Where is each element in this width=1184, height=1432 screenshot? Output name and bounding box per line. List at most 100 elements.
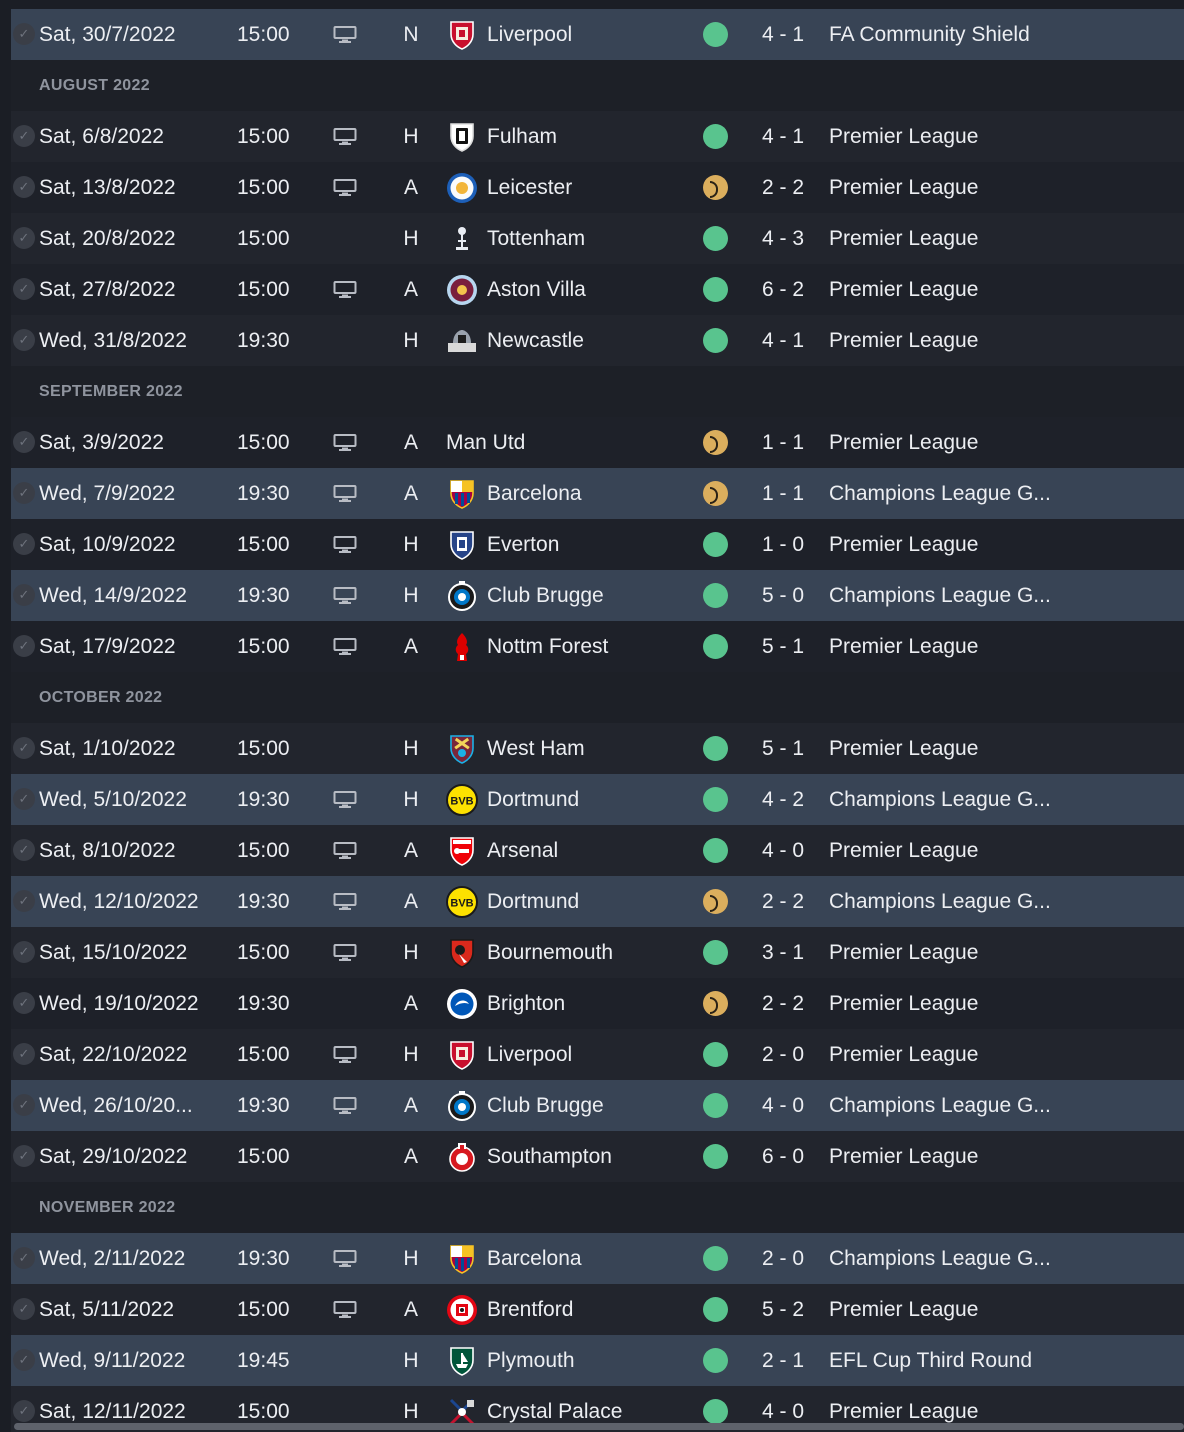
opponent-name[interactable]: Newcastle — [487, 329, 584, 352]
opponent-name[interactable]: Plymouth — [487, 1349, 575, 1372]
fixture-row[interactable]: ✓ Sat, 27/8/2022 15:00 A Aston Villa 6 - 2 Pre… — [11, 264, 1184, 315]
opponent-name[interactable]: Everton — [487, 533, 560, 556]
match-score[interactable]: 2 - 2 — [761, 992, 805, 1015]
competition-name[interactable]: Premier League — [829, 737, 979, 760]
opponent-name[interactable]: Club Brugge — [487, 584, 604, 607]
match-score[interactable]: 1 - 1 — [761, 482, 805, 505]
checkmark-icon: ✓ — [13, 1349, 35, 1371]
match-score[interactable]: 5 - 0 — [761, 584, 805, 607]
match-score[interactable]: 6 - 0 — [761, 1145, 805, 1168]
opponent-name[interactable]: Dortmund — [487, 788, 580, 811]
competition-name[interactable]: Premier League — [829, 1145, 979, 1168]
match-score[interactable]: 4 - 2 — [761, 788, 805, 811]
opponent-name[interactable]: Dortmund — [487, 890, 580, 913]
fixture-row[interactable]: ✓ Sat, 30/7/2022 15:00 N Liverpool 4 - 1 FA Co… — [11, 9, 1184, 60]
match-score[interactable]: 3 - 1 — [761, 941, 805, 964]
fixture-row[interactable]: ✓ Sat, 15/10/2022 15:00 H Bournemouth 3 - 1 Pr… — [11, 927, 1184, 978]
match-score[interactable]: 4 - 0 — [761, 839, 805, 862]
opponent-name[interactable]: Nottm Forest — [487, 635, 609, 658]
competition-name[interactable]: EFL Cup Third Round — [829, 1349, 1033, 1372]
fixture-row[interactable]: ✓ Sat, 5/11/2022 15:00 A Brentford 5 - 2 Premi… — [11, 1284, 1184, 1335]
match-score[interactable]: 1 - 1 — [761, 431, 805, 454]
competition-name[interactable]: Champions League G... — [829, 584, 1051, 607]
opponent-name[interactable]: Southampton — [487, 1145, 612, 1168]
fixture-row[interactable]: ✓ Sat, 6/8/2022 15:00 H Fulham 4 - 1 Premier L… — [11, 111, 1184, 162]
fixtures-list: ✓ Sat, 30/7/2022 15:00 N Liverpool 4 - 1 FA Co… — [11, 9, 1184, 1432]
match-score[interactable]: 1 - 0 — [761, 533, 805, 556]
fixture-row[interactable]: ✓ Sat, 29/10/2022 15:00 A Southampton 6 - 0 Pr… — [11, 1131, 1184, 1182]
opponent-name[interactable]: Brentford — [487, 1298, 574, 1321]
competition-name[interactable]: Premier League — [829, 329, 979, 352]
fixture-row[interactable]: ✓ Sat, 20/8/2022 15:00 H Tottenham 4 - 3 Premi… — [11, 213, 1184, 264]
fixture-row[interactable]: ✓ Sat, 13/8/2022 15:00 A Leicester 2 - 2 Premi… — [11, 162, 1184, 213]
nottmforest-crest-icon — [445, 630, 479, 664]
opponent-name[interactable]: Barcelona — [487, 1247, 582, 1270]
opponent-name[interactable]: Tottenham — [487, 227, 586, 250]
match-score[interactable]: 4 - 1 — [761, 23, 805, 46]
match-score[interactable]: 2 - 0 — [761, 1247, 805, 1270]
opponent-name[interactable]: West Ham — [487, 737, 585, 760]
fixture-row[interactable]: ✓ Wed, 31/8/2022 19:30 H Newcastle 4 - 1 Premi… — [11, 315, 1184, 366]
competition-name[interactable]: FA Community Shield — [829, 23, 1030, 46]
fixture-row[interactable]: ✓ Wed, 2/11/2022 19:30 H Barcelona 2 - 0 Champ… — [11, 1233, 1184, 1284]
opponent-name[interactable]: Club Brugge — [487, 1094, 604, 1117]
competition-name[interactable]: Champions League G... — [829, 788, 1051, 811]
match-score[interactable]: 5 - 2 — [761, 1298, 805, 1321]
horizontal-scrollbar[interactable] — [14, 1423, 1184, 1430]
fixture-row[interactable]: ✓ Wed, 14/9/2022 19:30 H Club Brugge 5 - 0 Cha… — [11, 570, 1184, 621]
win-indicator-icon — [703, 328, 728, 353]
fixture-row[interactable]: ✓ Wed, 19/10/2022 19:30 A Brighton 2 - 2 Premi… — [11, 978, 1184, 1029]
opponent-name[interactable]: Man Utd — [446, 431, 526, 454]
fixture-row[interactable]: ✓ Wed, 7/9/2022 19:30 A Barcelona 1 - 1 Champi… — [11, 468, 1184, 519]
competition-name[interactable]: Premier League — [829, 227, 979, 250]
match-score[interactable]: 2 - 2 — [761, 890, 805, 913]
match-score[interactable]: 4 - 1 — [761, 329, 805, 352]
fixture-row[interactable]: ✓ Wed, 9/11/2022 19:45 H Plymouth 2 - 1 EFL Cu… — [11, 1335, 1184, 1386]
fixture-row[interactable]: ✓ Sat, 10/9/2022 15:00 H Everton 1 - 0 Premier… — [11, 519, 1184, 570]
competition-name[interactable]: Premier League — [829, 431, 979, 454]
competition-name[interactable]: Champions League G... — [829, 482, 1051, 505]
competition-name[interactable]: Premier League — [829, 941, 979, 964]
opponent-name[interactable]: Leicester — [487, 176, 573, 199]
fixture-row[interactable]: ✓ Wed, 5/10/2022 19:30 H BVB Dortmund 4 - 2 Cha… — [11, 774, 1184, 825]
match-score[interactable]: 4 - 1 — [761, 125, 805, 148]
fixture-row[interactable]: ✓ Sat, 8/10/2022 15:00 A Arsenal 4 - 0 Premier… — [11, 825, 1184, 876]
match-score[interactable]: 4 - 3 — [761, 227, 805, 250]
fixture-row[interactable]: ✓ Sat, 1/10/2022 15:00 H West Ham 5 - 1 Premie… — [11, 723, 1184, 774]
opponent-name[interactable]: Brighton — [487, 992, 566, 1015]
opponent-name[interactable]: Arsenal — [487, 839, 559, 862]
opponent-name[interactable]: Fulham — [487, 125, 558, 148]
match-score[interactable]: 5 - 1 — [761, 737, 805, 760]
competition-name[interactable]: Premier League — [829, 1400, 979, 1423]
competition-name[interactable]: Premier League — [829, 1043, 979, 1066]
competition-name[interactable]: Premier League — [829, 839, 979, 862]
competition-name[interactable]: Premier League — [829, 533, 979, 556]
opponent-name[interactable]: Crystal Palace — [487, 1400, 623, 1423]
opponent-name[interactable]: Barcelona — [487, 482, 582, 505]
opponent-name[interactable]: Bournemouth — [487, 941, 614, 964]
match-score[interactable]: 4 - 0 — [761, 1400, 805, 1423]
fixture-row[interactable]: ✓ Sat, 17/9/2022 15:00 A Nottm Forest 5 - 1 Pr… — [11, 621, 1184, 672]
fixture-row[interactable]: ✓ Wed, 26/10/20... 19:30 A Club Brugge 4 - 0 C… — [11, 1080, 1184, 1131]
opponent-name[interactable]: Liverpool — [487, 23, 573, 46]
competition-name[interactable]: Champions League G... — [829, 1247, 1051, 1270]
competition-name[interactable]: Premier League — [829, 176, 979, 199]
match-score[interactable]: 5 - 1 — [761, 635, 805, 658]
competition-name[interactable]: Premier League — [829, 635, 979, 658]
competition-name[interactable]: Premier League — [829, 278, 979, 301]
match-score[interactable]: 6 - 2 — [761, 278, 805, 301]
opponent-name[interactable]: Aston Villa — [487, 278, 586, 301]
fixture-row[interactable]: ✓ Sat, 22/10/2022 15:00 H Liverpool 2 - 0 Prem… — [11, 1029, 1184, 1080]
competition-name[interactable]: Champions League G... — [829, 1094, 1051, 1117]
match-score[interactable]: 2 - 1 — [761, 1349, 805, 1372]
match-score[interactable]: 2 - 0 — [761, 1043, 805, 1066]
competition-name[interactable]: Champions League G... — [829, 890, 1051, 913]
fixture-row[interactable]: ✓ Sat, 3/9/2022 15:00 A Man Utd 1 - 1 Premier … — [11, 417, 1184, 468]
match-score[interactable]: 2 - 2 — [761, 176, 805, 199]
match-score[interactable]: 4 - 0 — [761, 1094, 805, 1117]
competition-name[interactable]: Premier League — [829, 125, 979, 148]
opponent-name[interactable]: Liverpool — [487, 1043, 573, 1066]
competition-name[interactable]: Premier League — [829, 992, 979, 1015]
fixture-row[interactable]: ✓ Wed, 12/10/2022 19:30 A BVB Dortmund 2 - 2 Ch… — [11, 876, 1184, 927]
competition-name[interactable]: Premier League — [829, 1298, 979, 1321]
